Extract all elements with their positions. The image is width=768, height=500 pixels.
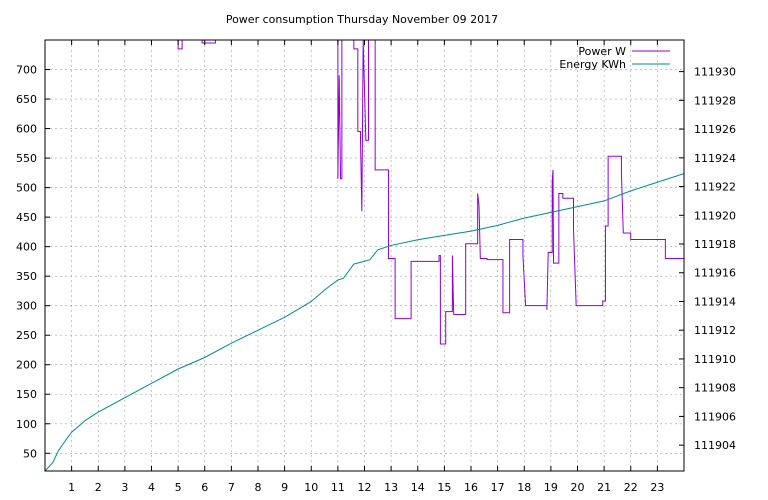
x-tick-label: 9 <box>281 481 288 494</box>
y2-tick-label: 111930 <box>694 66 736 79</box>
x-tick-label: 11 <box>331 481 345 494</box>
series-line-energy <box>45 173 684 471</box>
y-tick-label: 500 <box>16 182 37 195</box>
y-tick-label: 300 <box>16 300 37 313</box>
y-tick-label: 650 <box>16 93 37 106</box>
x-tick-label: 2 <box>95 481 102 494</box>
x-tick-label: 3 <box>121 481 128 494</box>
y2-tick-label: 111914 <box>694 295 736 308</box>
y-tick-label: 350 <box>16 270 37 283</box>
x-tick-label: 15 <box>437 481 451 494</box>
x-tick-label: 18 <box>517 481 531 494</box>
x-tick-label: 5 <box>175 481 182 494</box>
x-tick-label: 22 <box>624 481 638 494</box>
x-tick-label: 6 <box>201 481 208 494</box>
x-tick-label: 19 <box>544 481 558 494</box>
legend-label-energy: Energy KWh <box>559 58 626 71</box>
chart-title: Power consumption Thursday November 09 2… <box>226 13 498 26</box>
y2-tick-label: 111920 <box>694 209 736 222</box>
series-layer <box>45 40 684 471</box>
y2-tick-label: 111926 <box>694 123 736 136</box>
x-tick-label: 14 <box>411 481 425 494</box>
x-tick-label: 8 <box>255 481 262 494</box>
y2-tick-label: 111918 <box>694 238 736 251</box>
y-tick-label: 450 <box>16 211 37 224</box>
y-tick-label: 600 <box>16 123 37 136</box>
y-tick-label: 50 <box>23 447 37 460</box>
y2-tick-label: 111922 <box>694 181 736 194</box>
y-tick-label: 700 <box>16 64 37 77</box>
legend: Power W Energy KWh <box>559 45 670 71</box>
x-tick-label: 21 <box>597 481 611 494</box>
y2-tick-label: 111928 <box>694 94 736 107</box>
x-tick-label: 7 <box>228 481 235 494</box>
y-tick-label: 100 <box>16 418 37 431</box>
y2-tick-label: 111912 <box>694 324 736 337</box>
y-tick-label: 550 <box>16 152 37 165</box>
y-tick-label: 150 <box>16 388 37 401</box>
grid-lines <box>45 40 684 471</box>
x-tick-label: 20 <box>571 481 585 494</box>
x-tick-label: 17 <box>491 481 505 494</box>
y2-tick-label: 111906 <box>694 410 736 423</box>
y-tick-label: 400 <box>16 241 37 254</box>
y-tick-label: 200 <box>16 359 37 372</box>
tick-marks <box>45 40 684 471</box>
y2-tick-label: 111924 <box>694 152 736 165</box>
tick-labels: 1 2 3 4 5 6 7 8 9 10 11 12 13 14 15 16 17 18 19 20 21 22 23501… <box>16 64 736 494</box>
y-tick-label: 250 <box>16 329 37 342</box>
x-tick-label: 13 <box>384 481 398 494</box>
x-tick-label: 23 <box>650 481 664 494</box>
series-line-power <box>177 40 684 345</box>
x-tick-label: 1 <box>68 481 75 494</box>
y2-tick-label: 111908 <box>694 382 736 395</box>
y2-tick-label: 111910 <box>694 353 736 366</box>
y2-tick-label: 111904 <box>694 439 736 452</box>
x-tick-label: 4 <box>148 481 155 494</box>
x-tick-label: 12 <box>358 481 372 494</box>
legend-label-power: Power W <box>578 45 626 58</box>
x-tick-label: 16 <box>464 481 478 494</box>
y2-tick-label: 111916 <box>694 267 736 280</box>
x-tick-label: 10 <box>304 481 318 494</box>
